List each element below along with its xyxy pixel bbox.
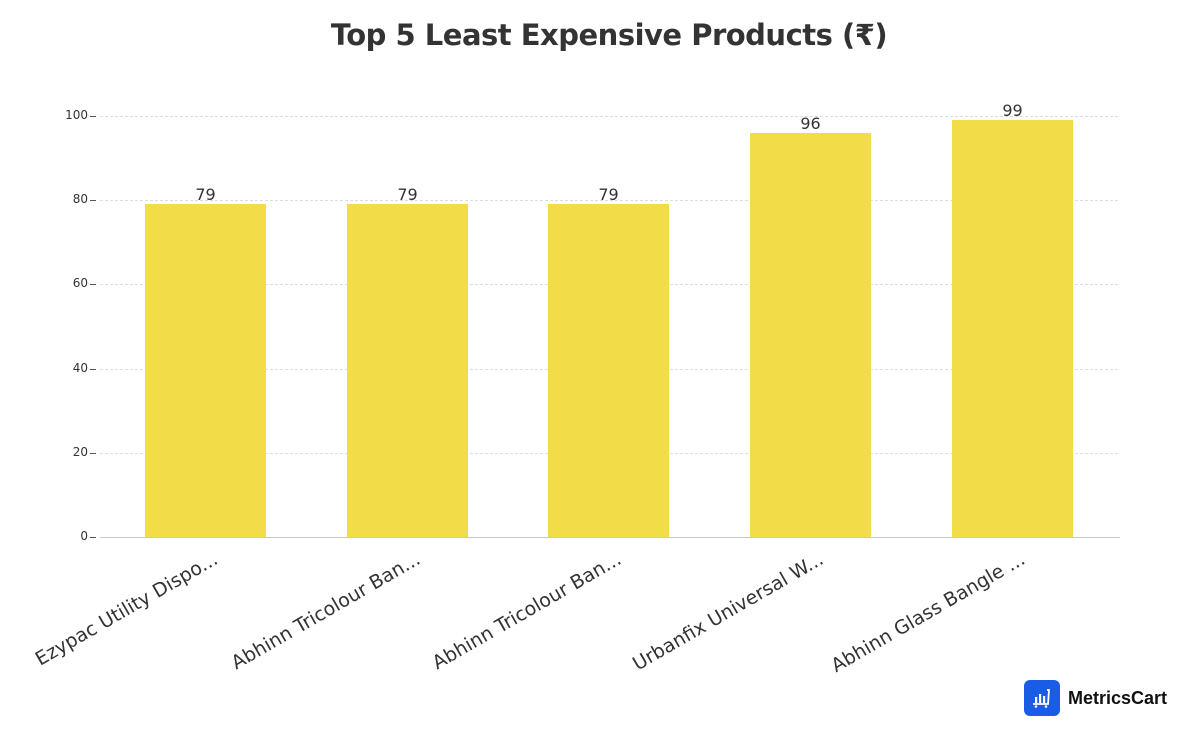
gridline xyxy=(100,200,1118,201)
y-tick xyxy=(90,369,96,370)
y-tick-label: 40 xyxy=(72,361,88,375)
brand-name: MetricsCart xyxy=(1068,687,1168,708)
y-tick-label: 100 xyxy=(65,108,88,122)
y-tick-label: 0 xyxy=(80,529,88,543)
plot-area: 0 20 40 60 80 100 79 79 79 96 99 xyxy=(65,101,1120,543)
y-tick xyxy=(90,116,96,117)
bar-value-label: 79 xyxy=(598,185,619,204)
x-tick-label: Abhinn Glass Bangle ... xyxy=(827,548,1029,678)
y-tick-label: 60 xyxy=(72,276,88,290)
y-tick-label: 80 xyxy=(72,192,88,206)
x-tick-label: Ezypac Utility Dispo... xyxy=(32,548,223,671)
y-tick-label: 20 xyxy=(72,445,88,459)
bar[interactable] xyxy=(347,204,468,537)
bar-value-label: 79 xyxy=(195,185,216,204)
y-tick xyxy=(90,453,96,454)
bar[interactable] xyxy=(548,204,669,537)
chart-title: Top 5 Least Expensive Products (₹) xyxy=(330,18,888,52)
x-tick-label: Urbanfix Universal W... xyxy=(628,548,827,676)
gridline xyxy=(100,116,1118,117)
bar-value-label: 99 xyxy=(1002,101,1023,120)
y-tick xyxy=(90,284,96,285)
bar[interactable] xyxy=(145,204,266,537)
bar[interactable] xyxy=(750,133,871,537)
x-axis-line xyxy=(100,537,1120,538)
bar-value-label: 96 xyxy=(800,114,821,133)
x-tick-label: Abhinn Tricolour Ban... xyxy=(227,548,424,675)
chart-cart-icon xyxy=(1024,680,1060,716)
bar[interactable] xyxy=(952,120,1073,537)
y-tick xyxy=(90,200,96,201)
x-tick-label: Abhinn Tricolour Ban... xyxy=(428,548,625,675)
bar-value-label: 79 xyxy=(397,185,418,204)
brand-logo: MetricsCart xyxy=(1024,680,1167,716)
y-tick xyxy=(90,537,96,538)
